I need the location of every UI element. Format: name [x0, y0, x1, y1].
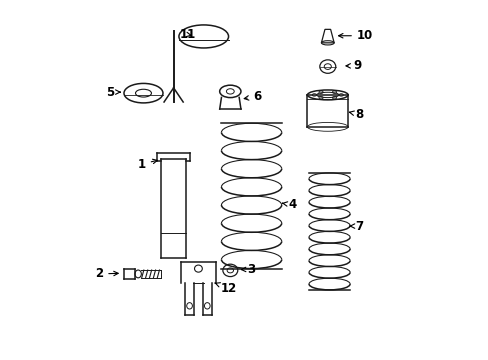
Text: 4: 4: [282, 198, 296, 211]
Text: 5: 5: [105, 86, 120, 99]
Text: 1: 1: [137, 158, 157, 171]
Text: 12: 12: [215, 282, 236, 294]
Text: 3: 3: [241, 263, 255, 276]
Text: 7: 7: [349, 220, 363, 233]
Text: 11: 11: [179, 28, 196, 41]
Text: 6: 6: [244, 90, 261, 103]
Text: 8: 8: [349, 108, 363, 121]
Text: 10: 10: [338, 29, 372, 42]
Text: 9: 9: [346, 59, 361, 72]
Text: 2: 2: [95, 267, 118, 280]
